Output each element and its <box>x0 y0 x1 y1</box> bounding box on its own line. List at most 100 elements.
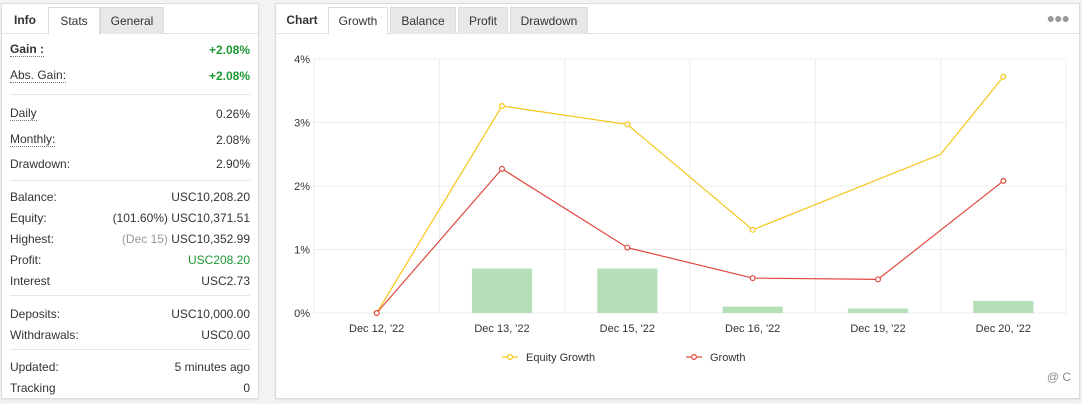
tab-drawdown[interactable]: Drawdown <box>510 7 588 34</box>
legend-marker <box>691 354 698 361</box>
x-tick-label: Dec 19, '22 <box>850 323 905 335</box>
tab-info[interactable]: Info <box>14 13 36 27</box>
stat-value-text: USC208.20 <box>187 253 250 267</box>
stat-label: Interest <box>10 274 51 288</box>
stat-value: USC208.20 <box>188 250 250 270</box>
ellipsis-icon[interactable]: ●●● <box>1046 10 1070 26</box>
legend-marker <box>507 354 514 361</box>
stat-value-text: +2.08% <box>208 43 250 57</box>
stat-value-text: USC2.73 <box>201 274 250 288</box>
stat-row: Updated: 5 minutes ago <box>10 357 250 377</box>
stat-value-text: USC10,371.51 <box>171 211 250 225</box>
stat-label: Withdrawals: <box>10 328 79 342</box>
tab-growth[interactable]: Growth <box>328 7 388 35</box>
series-line <box>376 76 1004 314</box>
stat-value-note: (101.60%) <box>112 211 172 225</box>
tab-balance[interactable]: Balance <box>390 7 456 34</box>
bar <box>973 300 1034 313</box>
stat-value: (Dec 15) USC10,352.99 <box>122 229 250 249</box>
tab-profit[interactable]: Profit <box>458 7 508 34</box>
x-tick-label: Dec 15, '22 <box>600 323 655 335</box>
stat-label: Highest: <box>10 232 55 246</box>
stat-row: Highest: (Dec 15) USC10,352.99 <box>10 229 250 249</box>
stat-value-text: 2.90% <box>215 157 250 171</box>
bar <box>847 308 909 313</box>
stat-value: (101.60%) USC10,371.51 <box>113 208 250 228</box>
stat-row: Withdrawals: USC0.00 <box>10 325 250 345</box>
legend-label: Equity Growth <box>526 352 595 364</box>
stat-value: +2.08% <box>209 40 250 60</box>
y-tick-label: 4% <box>294 54 310 66</box>
stat-value: +2.08% <box>209 66 250 86</box>
bar <box>471 268 533 313</box>
stat-row: Deposits: USC10,000.00 <box>10 304 250 324</box>
chart-panel: Chart Growth Balance Profit Drawdown ●●●… <box>275 3 1080 399</box>
stat-value: 0.26% <box>216 104 250 124</box>
stat-value: 2.90% <box>216 154 250 174</box>
stat-label[interactable]: Abs. Gain: <box>10 68 67 83</box>
stats-divider <box>10 180 250 181</box>
stat-value-text: 0.26% <box>215 107 250 121</box>
stat-value-text: USC10,352.99 <box>171 232 250 246</box>
stat-row: Abs. Gain: +2.08% <box>10 66 250 86</box>
stat-row: Balance: USC10,208.20 <box>10 187 250 207</box>
series-point <box>874 276 881 283</box>
stats-divider <box>10 94 250 95</box>
series-point <box>749 275 756 282</box>
bar <box>597 268 658 313</box>
series-point <box>749 226 756 233</box>
x-tick-label: Dec 12, '22 <box>349 323 404 335</box>
legend-label: Growth <box>710 352 745 364</box>
stat-row: Equity: (101.60%) USC10,371.51 <box>10 208 250 228</box>
stat-label[interactable]: Monthly: <box>10 132 56 147</box>
stat-row: Profit: USC208.20 <box>10 250 250 270</box>
series-line <box>376 168 1004 314</box>
stat-value-note: (Dec 15) <box>121 232 172 246</box>
stat-row: Daily 0.26% <box>10 104 250 124</box>
chart-tabs: Chart Growth Balance Profit Drawdown ●●● <box>276 4 1079 35</box>
stat-label: Drawdown: <box>10 157 71 171</box>
watermark: @ C <box>1046 370 1071 384</box>
series-point <box>624 121 631 128</box>
stat-row: Drawdown: 2.90% <box>10 154 250 174</box>
stat-value: 0 <box>243 378 250 398</box>
bar <box>722 306 783 313</box>
tab-general[interactable]: General <box>100 7 164 34</box>
stat-value-text: +2.08% <box>208 69 250 83</box>
y-tick-label: 3% <box>294 118 310 130</box>
stat-value: USC10,000.00 <box>171 304 250 324</box>
stat-label: Equity: <box>10 211 47 225</box>
stat-label: Deposits: <box>10 307 61 321</box>
series-point <box>1000 73 1007 80</box>
stat-row: Monthly: 2.08% <box>10 130 250 150</box>
series-point <box>499 102 506 109</box>
stat-value-text: 2.08% <box>215 133 250 147</box>
stat-value-text: USC10,000.00 <box>171 307 250 321</box>
tab-chart[interactable]: Chart <box>286 13 318 27</box>
stat-row: Gain : +2.08% <box>10 40 250 60</box>
tab-stats[interactable]: Stats <box>48 7 100 35</box>
stat-value-text: USC10,208.20 <box>171 190 250 204</box>
stat-label: Profit: <box>10 253 42 267</box>
stats-tabs: Info Stats General <box>2 4 258 35</box>
x-tick-label: Dec 20, '22 <box>976 323 1031 335</box>
series-point <box>1000 177 1007 184</box>
stat-value: USC10,208.20 <box>171 187 250 207</box>
stat-row: Tracking 0 <box>10 378 250 398</box>
stat-label: Updated: <box>10 360 59 374</box>
stat-label[interactable]: Daily <box>10 106 37 121</box>
stats-divider <box>10 349 250 350</box>
y-tick-label: 1% <box>294 245 310 257</box>
stat-value-text: USC0.00 <box>201 328 250 342</box>
x-tick-label: Dec 13, '22 <box>474 323 529 335</box>
stat-label[interactable]: Gain : <box>10 42 45 57</box>
stat-row: Interest USC2.73 <box>10 271 250 291</box>
x-tick-label: Dec 16, '22 <box>725 323 780 335</box>
y-tick-label: 0% <box>294 308 310 320</box>
series-point <box>499 165 506 172</box>
stat-label: Tracking <box>10 381 56 395</box>
stat-value: 5 minutes ago <box>175 357 250 377</box>
stat-label: Balance: <box>10 190 57 204</box>
stats-panel: Info Stats General Gain : +2.08% Abs. Gain… <box>1 3 259 399</box>
stat-value: 2.08% <box>216 130 250 150</box>
